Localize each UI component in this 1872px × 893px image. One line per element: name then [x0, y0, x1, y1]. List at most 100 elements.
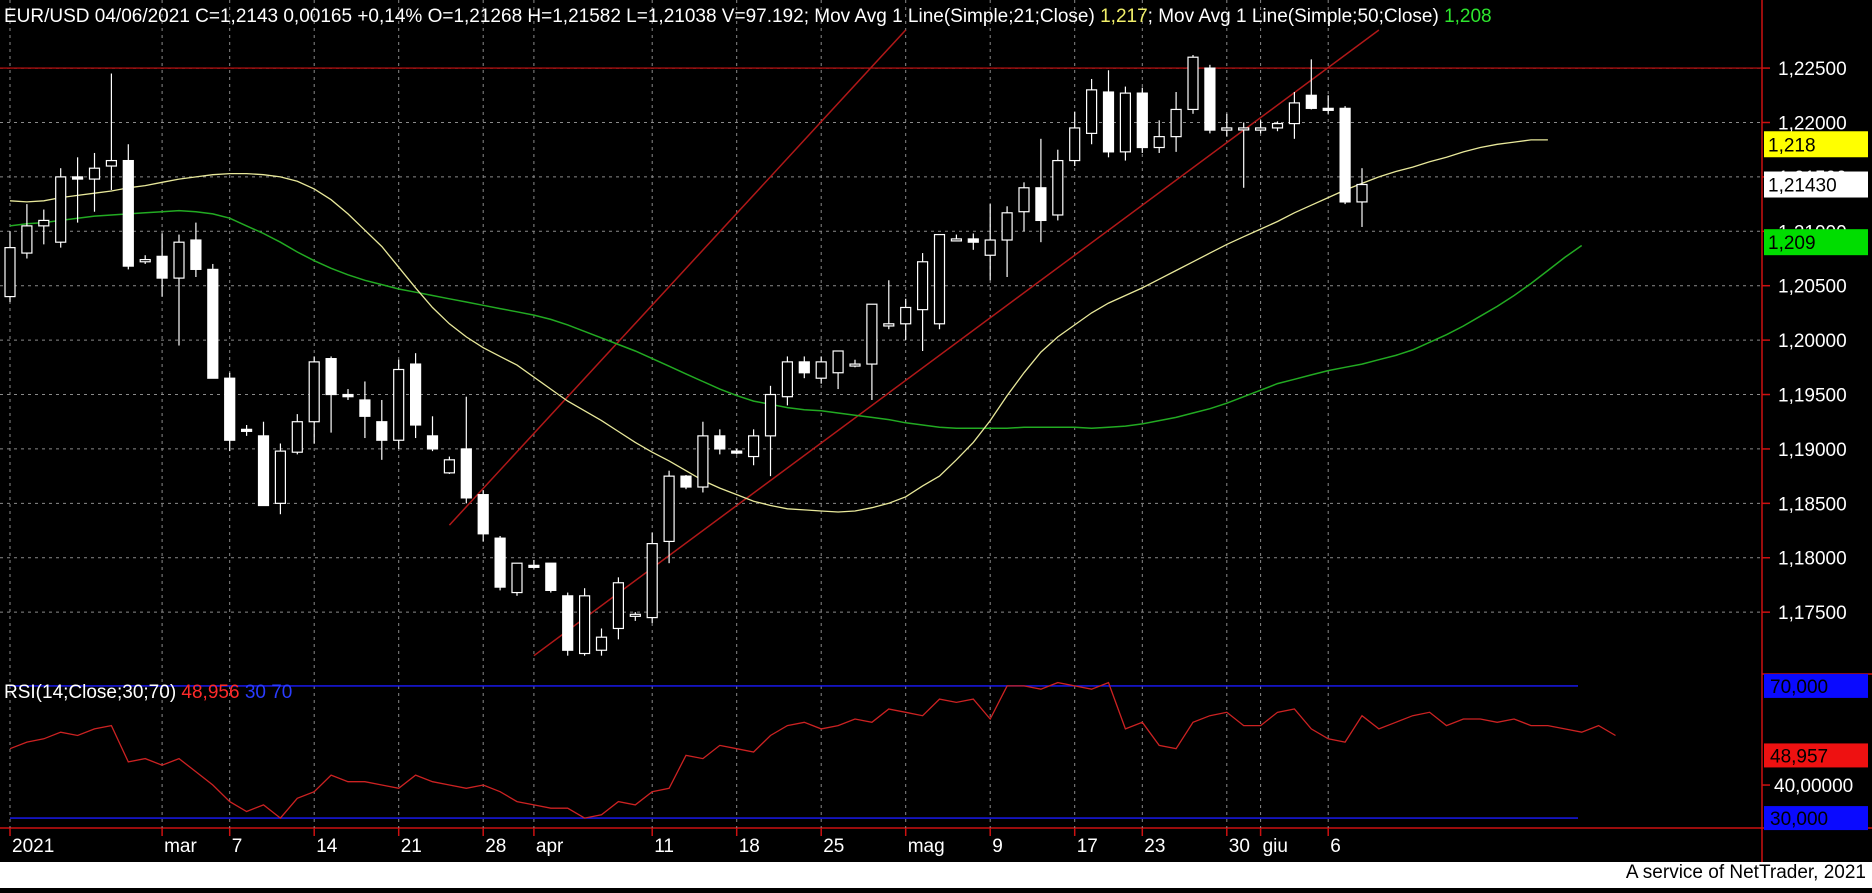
- symbol-info: EUR/USD 04/06/2021 C=1,2143 0,00165 +0,1…: [4, 6, 804, 27]
- x-tick-label: 17: [1077, 836, 1098, 857]
- candle-body: [916, 261, 929, 311]
- price-tag-box: [1764, 171, 1868, 198]
- candle-body: [308, 361, 320, 423]
- candle-body: [866, 303, 878, 365]
- candle: [1136, 87, 1148, 153]
- candle: [1170, 92, 1182, 152]
- price-tag-label: 1,209: [1768, 233, 1816, 254]
- candle: [207, 263, 219, 379]
- candle-body: [1288, 102, 1301, 125]
- candle: [4, 231, 16, 303]
- candle-body: [1136, 92, 1148, 149]
- candle-body: [967, 238, 979, 243]
- rsi-level-tag-label: 30,000: [1770, 809, 1828, 830]
- candle: [410, 353, 422, 439]
- x-tick-label: 21: [401, 836, 422, 857]
- x-tick-label: apr: [536, 836, 564, 857]
- y-tick-label: 1,19500: [1778, 386, 1847, 407]
- candle-body: [697, 435, 709, 488]
- candle: [866, 303, 878, 400]
- rsi-header: RSI(14;Close;30;70) 48,956 30 70: [4, 682, 292, 704]
- candle: [967, 233, 979, 250]
- x-tick-label: 28: [485, 836, 506, 857]
- candle: [156, 233, 168, 297]
- candle: [612, 577, 625, 640]
- candle-body: [494, 537, 506, 588]
- candle-body: [443, 459, 455, 474]
- ma21-line: [9, 139, 1548, 513]
- candle: [815, 356, 827, 384]
- candle-body: [528, 564, 540, 568]
- candle-body: [1153, 136, 1165, 149]
- candle-body: [714, 435, 726, 450]
- rsi-level-tag-box: [1764, 673, 1868, 698]
- candle: [477, 490, 489, 542]
- candle: [122, 144, 134, 270]
- candle-body: [55, 176, 67, 243]
- candle: [224, 372, 236, 452]
- candle: [173, 234, 185, 346]
- candle-body: [984, 239, 996, 256]
- candle: [697, 421, 709, 493]
- candle: [1254, 120, 1267, 134]
- candle-body: [460, 448, 472, 499]
- x-tick-label: 11: [654, 836, 674, 857]
- x-tick-label: mar: [164, 836, 197, 857]
- x-tick-label: mag: [908, 836, 945, 857]
- candle-body: [1001, 212, 1013, 241]
- x-tick-label: 30: [1229, 836, 1250, 857]
- x-tick-label: 14: [316, 836, 338, 857]
- candle: [528, 559, 540, 569]
- candle-body: [900, 306, 912, 325]
- candle-body: [325, 358, 337, 396]
- ma21-value: 1,217: [1100, 6, 1148, 27]
- y-tick-label: 1,20000: [1778, 331, 1847, 352]
- candle-body: [1170, 108, 1182, 138]
- candle-body: [1085, 89, 1098, 134]
- candle-body: [1305, 94, 1317, 109]
- candle-body: [933, 233, 946, 325]
- candle-body: [1052, 159, 1064, 216]
- y-tick-label: 1,22000: [1778, 113, 1847, 134]
- candle-body: [122, 159, 134, 267]
- candle: [1288, 92, 1301, 139]
- candle-body: [257, 435, 270, 507]
- candle: [900, 298, 912, 341]
- candle-body: [376, 421, 388, 441]
- ma50-label: Mov Avg 1 Line(Simple;50;Close): [1152, 6, 1445, 27]
- ma50-value: 1,208: [1444, 6, 1492, 27]
- candle: [241, 424, 253, 436]
- candle-body: [207, 268, 219, 379]
- x-tick-label: 6: [1330, 836, 1341, 857]
- x-tick-label: 2021: [12, 836, 54, 857]
- ma21-label: Mov Avg 1 Line(Simple;21;Close): [808, 6, 1101, 27]
- x-tick-label: 18: [739, 836, 760, 857]
- candle-body: [477, 494, 489, 535]
- candle: [562, 592, 574, 656]
- candle: [393, 359, 405, 449]
- header-separator: ;: [1147, 6, 1153, 27]
- candle: [1001, 206, 1013, 278]
- footer-band: [0, 862, 1872, 888]
- candle: [1069, 111, 1081, 167]
- candle-body: [71, 176, 84, 180]
- price-tag-box: [1764, 131, 1868, 158]
- candle-body: [38, 219, 50, 227]
- candle: [511, 562, 523, 596]
- candle: [443, 456, 455, 474]
- candle-body: [511, 562, 523, 594]
- candle: [798, 356, 810, 379]
- candle: [88, 152, 101, 212]
- candle: [933, 233, 946, 330]
- rsi-value: 48,956: [181, 682, 240, 703]
- candle: [21, 204, 33, 259]
- candle-body: [629, 613, 641, 617]
- candle-body: [1254, 127, 1267, 131]
- price-header: EUR/USD 04/06/2021 C=1,2143 0,00165 +0,1…: [4, 6, 1492, 28]
- ma50-line: [9, 209, 1583, 430]
- candle-body: [781, 361, 794, 398]
- candle-body: [1119, 92, 1132, 153]
- candle: [984, 204, 996, 281]
- x-tick-label: 23: [1144, 836, 1165, 857]
